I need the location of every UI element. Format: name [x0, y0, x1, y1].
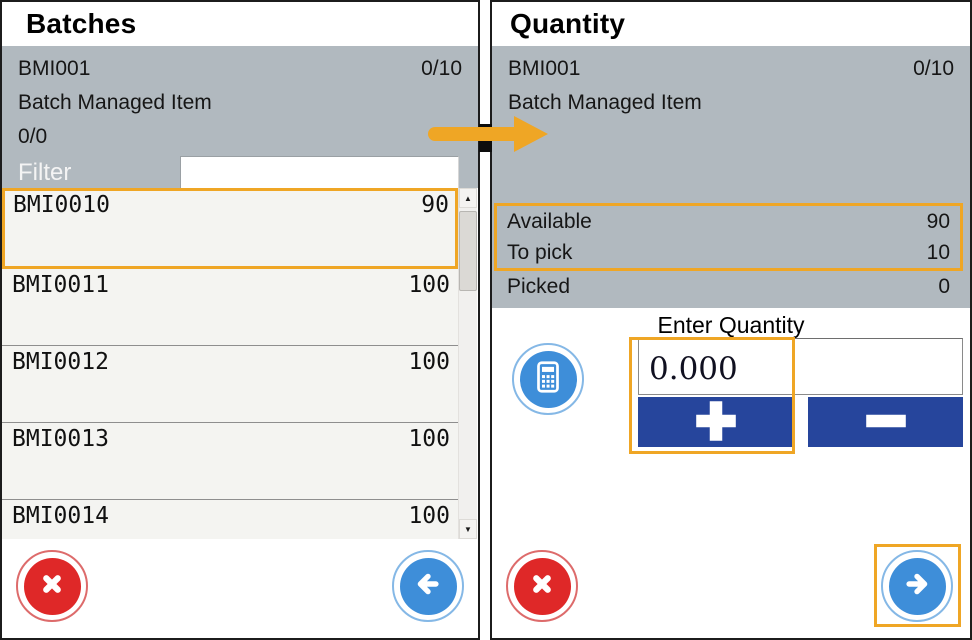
- item-code: BMI001: [18, 57, 91, 80]
- enter-quantity-label: Enter Quantity: [657, 312, 805, 338]
- stat-label: To pick: [507, 240, 573, 264]
- line-progress: 0/0: [18, 125, 48, 148]
- x-icon: [34, 566, 70, 607]
- batch-qty: 100: [408, 349, 450, 375]
- decrease-button[interactable]: [808, 397, 963, 447]
- filter-input[interactable]: [180, 156, 459, 190]
- arrow-right-icon: [514, 116, 548, 152]
- calculator-button[interactable]: [512, 343, 584, 415]
- plus-icon: [691, 396, 741, 449]
- scrollbar-thumb[interactable]: [459, 211, 477, 291]
- quantity-header: BMI001 0/10 Batch Managed Item Available…: [492, 46, 970, 308]
- batch-row[interactable]: BMI0011 100: [2, 269, 458, 346]
- item-name: Batch Managed Item: [508, 91, 702, 114]
- filter-label: Filter: [18, 159, 72, 186]
- cancel-button[interactable]: [16, 550, 88, 622]
- cancel-button[interactable]: [506, 550, 578, 622]
- picked-row: Picked 0: [497, 271, 960, 302]
- item-code: BMI001: [508, 57, 581, 80]
- minus-icon: [859, 396, 913, 449]
- batch-row[interactable]: BMI0012 100: [2, 346, 458, 423]
- scroll-down-icon[interactable]: ▼: [459, 519, 477, 539]
- batches-header: BMI001 0/10 Batch Managed Item 0/0 Filte…: [2, 46, 478, 190]
- batches-panel: Batches BMI001 0/10 Batch Managed Item 0…: [0, 0, 480, 640]
- to-pick-row: To pick 10: [497, 237, 960, 268]
- stat-label: Available: [507, 209, 592, 233]
- calculator-icon: [529, 358, 567, 401]
- page-title: Batches: [26, 8, 137, 39]
- page-title: Quantity: [510, 8, 626, 39]
- item-name: Batch Managed Item: [18, 91, 212, 114]
- available-row: Available 90: [497, 206, 960, 237]
- batch-code: BMI0014: [12, 503, 109, 529]
- batch-row[interactable]: BMI0014 100: [2, 500, 458, 539]
- quantity-input[interactable]: [638, 338, 963, 395]
- arrow-right-icon: [428, 127, 520, 141]
- increase-button[interactable]: [638, 397, 793, 447]
- pick-progress: 0/10: [913, 57, 954, 80]
- stat-value: 10: [926, 240, 950, 264]
- back-button[interactable]: [392, 550, 464, 622]
- pick-progress: 0/10: [421, 57, 462, 80]
- stock-stats: Available 90 To pick 10 Picked 0: [494, 203, 963, 302]
- stat-value: 0: [938, 274, 950, 298]
- quantity-panel: Quantity BMI001 0/10 Batch Managed Item …: [490, 0, 972, 640]
- stat-value: 90: [926, 209, 950, 233]
- batch-qty: 100: [408, 503, 450, 529]
- stat-label: Picked: [507, 274, 571, 298]
- next-button[interactable]: [881, 550, 953, 622]
- batch-qty: 90: [421, 192, 449, 218]
- batch-code: BMI0012: [12, 349, 109, 375]
- list-scrollbar[interactable]: ▲ ▼: [458, 188, 477, 539]
- arrow-left-icon: [409, 565, 447, 608]
- batch-row[interactable]: BMI0013 100: [2, 423, 458, 500]
- batch-code: BMI0010: [13, 192, 110, 218]
- batch-code: BMI0011: [12, 272, 109, 298]
- batch-row-selected[interactable]: BMI0010 90: [2, 188, 458, 269]
- x-icon: [524, 566, 560, 607]
- batch-qty: 100: [408, 426, 450, 452]
- batch-code: BMI0013: [12, 426, 109, 452]
- batch-list: BMI0010 90 BMI0011 100 BMI0012 100 BMI00…: [2, 188, 458, 539]
- batch-qty: 100: [408, 272, 450, 298]
- scroll-up-icon[interactable]: ▲: [459, 188, 477, 208]
- arrow-right-icon: [898, 565, 936, 608]
- stats-highlight: Available 90 To pick 10: [494, 203, 963, 271]
